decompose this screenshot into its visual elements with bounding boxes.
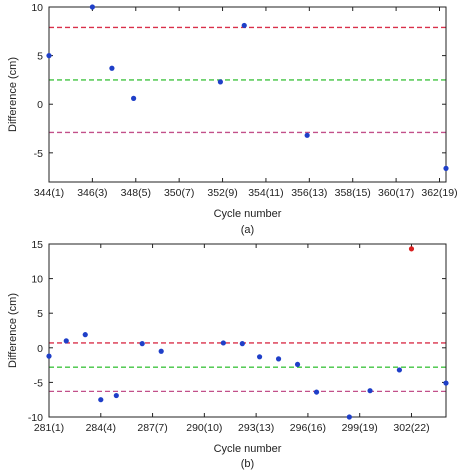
data-point [443,165,449,171]
data-point [443,380,449,386]
x-tick-label: 354(11) [248,187,283,199]
y-tick-label: 5 [37,308,43,320]
x-tick-label: 356(13) [291,187,327,199]
data-point [275,356,282,362]
data-point [241,22,247,29]
data-point [89,4,95,10]
plot-frame [48,243,447,418]
data-point [46,53,52,59]
y-tick-label: 0 [37,99,43,111]
data-point [109,65,115,71]
data-point [46,353,52,359]
data-point [131,95,137,101]
x-tick-label: 302(22) [393,422,429,434]
data-point [313,389,320,395]
y-tick-label: 10 [31,2,43,14]
data-point [63,338,69,344]
y-axis-title: Difference (cm) [7,57,19,132]
y-tick-label: -5 [34,377,43,389]
data-point [220,340,226,346]
data-point [158,348,164,354]
data-point [396,367,402,373]
panel-caption: (a) [241,224,254,236]
x-tick-label: 287(7) [137,422,167,434]
data-point [367,388,373,394]
panel-caption: (b) [241,458,254,470]
x-tick-label: 348(5) [121,187,151,199]
chart-panel-b: 281(1) 284(4) 287(7) 290(10) 293(13) 296(16) 2… [7,239,449,470]
data-point [408,246,415,252]
data-point [294,361,301,368]
plot-frame [48,6,447,183]
x-axis-title: Cycle number [214,208,282,220]
y-tick-label: -5 [34,148,43,160]
data-point [217,79,223,85]
y-tick-label: 0 [37,343,43,355]
data-point [139,341,145,347]
data-point [346,414,352,420]
data-point [113,392,119,399]
x-tick-label: 281(1) [34,422,64,434]
y-tick-label: 10 [31,274,43,286]
y-tick-label: -10 [28,412,43,424]
y-tick-label: 5 [37,51,43,63]
y-tick-label: 15 [31,239,43,251]
x-tick-label: 284(4) [86,422,116,434]
x-tick-label: 362(19) [421,187,457,199]
x-axis-title: Cycle number [214,443,282,455]
x-tick-label: 290(10) [186,422,222,434]
data-point [304,132,310,138]
y-axis-title: Difference (cm) [7,293,19,368]
chart-panel-a: 344(1) 346(3) 348(5) 350(7) 352(9) 354(11) 356… [7,2,458,236]
x-tick-label: 299(19) [342,422,378,434]
x-tick-label: 352(9) [207,187,237,199]
x-tick-label: 344(1) [34,187,64,199]
data-point [82,332,88,338]
x-tick-label: 296(16) [290,422,326,434]
x-tick-label: 293(13) [238,422,274,434]
x-tick-label: 360(17) [378,187,414,199]
x-tick-label: 346(3) [77,187,107,199]
data-point [256,354,263,360]
x-tick-label: 358(15) [335,187,371,199]
data-point [98,397,104,403]
data-point [239,341,245,347]
x-tick-label: 350(7) [164,187,194,199]
